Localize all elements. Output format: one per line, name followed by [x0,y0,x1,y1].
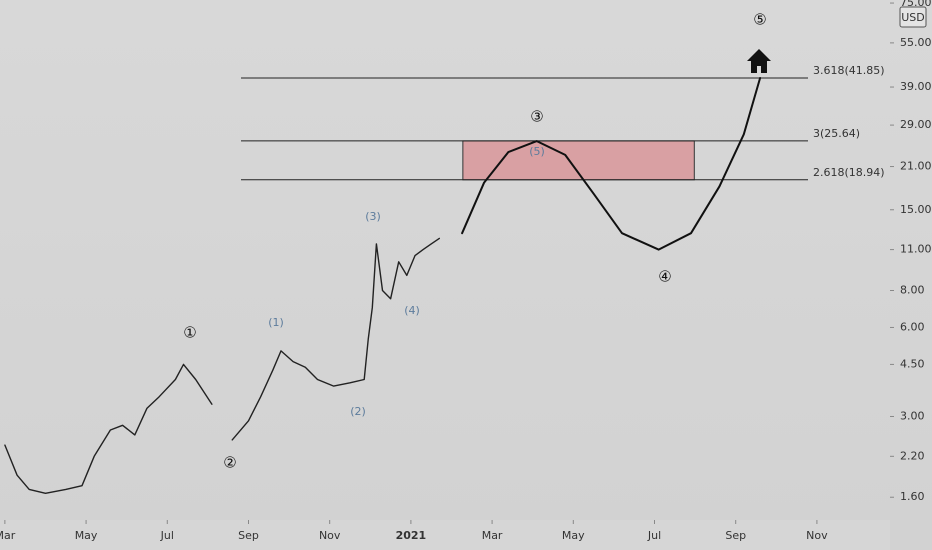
y-tick-label: 8.00 [900,284,925,297]
target-icon [747,49,771,73]
x-tick-label: May [562,529,585,542]
y-tick-label: 75.00 [900,0,932,9]
x-tick-label: Sep [238,529,259,542]
x-tick-label: 2021 [396,529,427,542]
subwave-label: (3) [365,210,381,223]
fib-level-label: 3(25.64) [813,127,860,140]
x-tick-label: Mar [482,529,503,542]
y-tick-label: 15.00 [900,203,932,216]
y-tick-label: 21.00 [900,160,932,173]
y-tick-label: 39.00 [900,80,932,93]
y-tick-label: 55.00 [900,36,932,49]
x-axis-band [0,520,890,550]
y-tick-label: 4.50 [900,357,925,370]
price-line [231,237,440,441]
x-tick-label: Nov [806,529,828,542]
x-tick-label: May [75,529,98,542]
y-tick-label: 29.00 [900,118,932,131]
y-tick-label: 3.00 [900,409,925,422]
y-tick-label: 11.00 [900,243,932,256]
x-tick-label: Nov [319,529,341,542]
x-tick-label: Mar [0,529,16,542]
price-line [4,363,213,494]
wave-label: ① [183,324,196,342]
y-tick-label: 1.60 [900,490,925,503]
currency: USD [901,11,925,24]
wave-label: ③ [530,108,543,126]
fib-level-label: 2.618(18.94) [813,166,885,179]
subwave-label: (2) [350,405,366,418]
currency-box [899,6,927,28]
x-tick-label: Sep [725,529,746,542]
fib-level-label: 3.618(41.85) [813,64,885,77]
x-tick-label: Jul [160,529,174,542]
y-tick-label: 2.20 [900,449,925,462]
wave-label: ⑤ [753,11,766,29]
price-line [461,77,762,251]
wave-label: ② [223,454,236,472]
y-tick-label: 6.00 [900,320,925,333]
x-tick-label: Jul [647,529,661,542]
subwave-label: (4) [404,304,420,317]
wave-label: ④ [658,268,671,286]
subwave-label: (1) [268,316,284,329]
subwave-label: (5) [529,145,545,158]
